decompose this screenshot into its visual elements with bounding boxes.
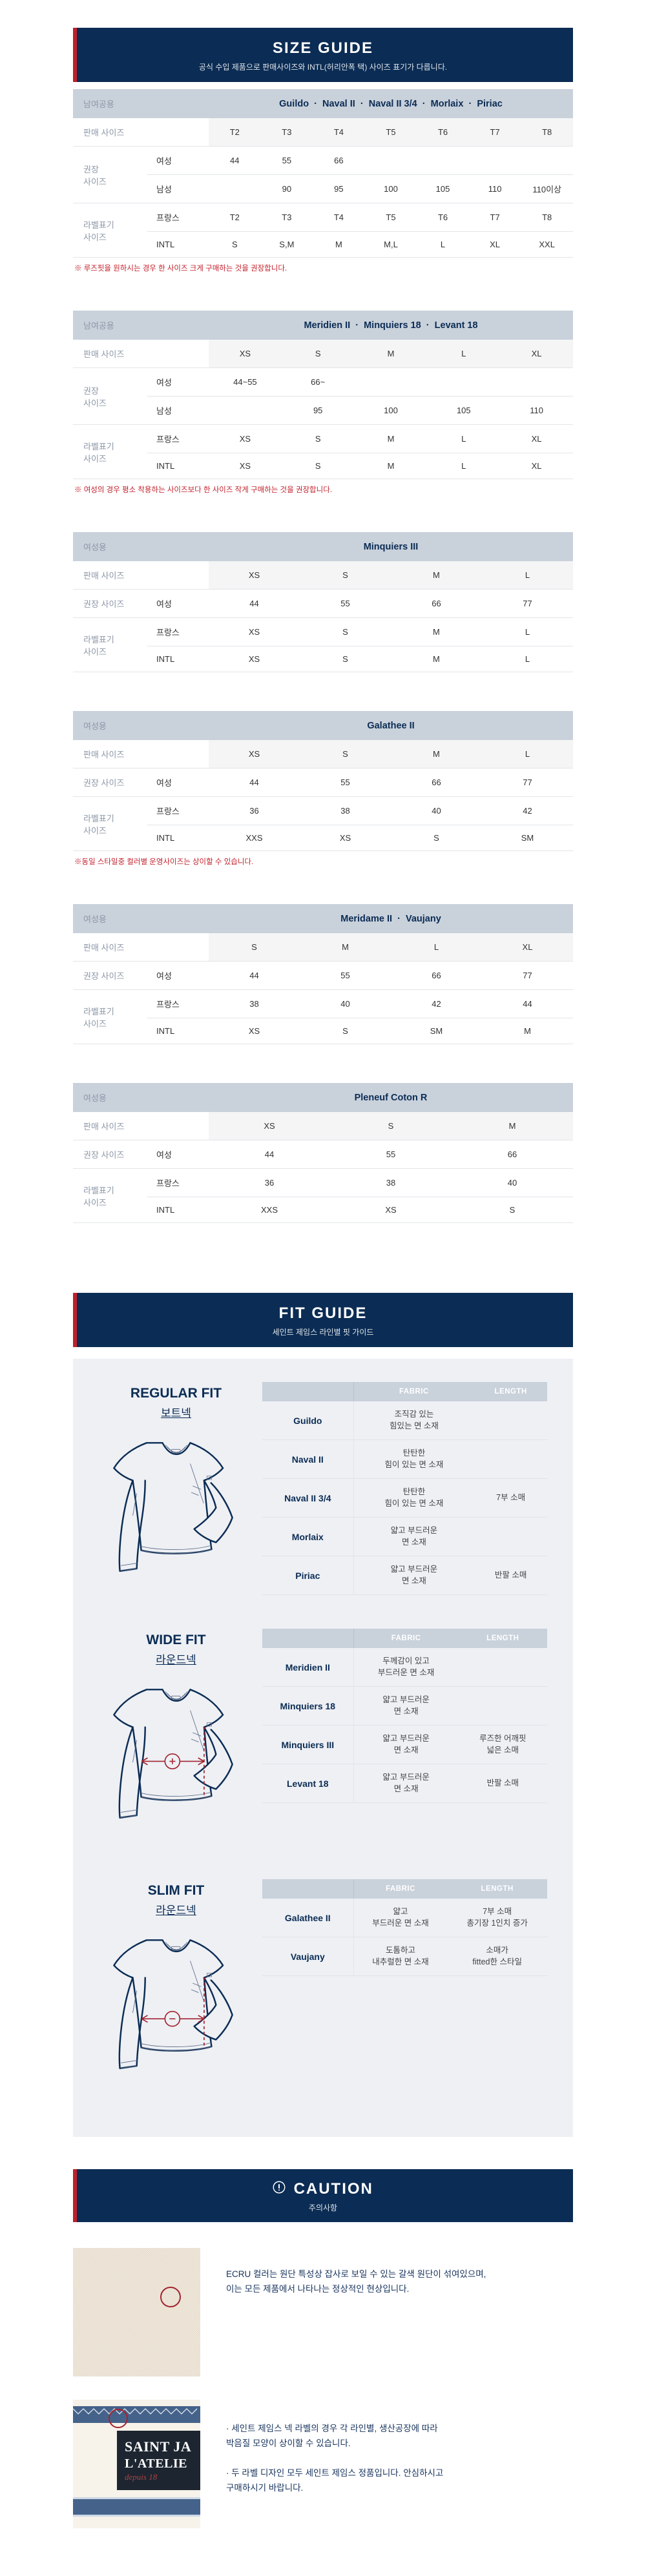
svg-text:SAINT JA: SAINT JA <box>125 2438 191 2455</box>
svg-text:depuis 18: depuis 18 <box>125 2472 158 2482</box>
svg-text:L'ATELIE: L'ATELIE <box>125 2457 187 2471</box>
